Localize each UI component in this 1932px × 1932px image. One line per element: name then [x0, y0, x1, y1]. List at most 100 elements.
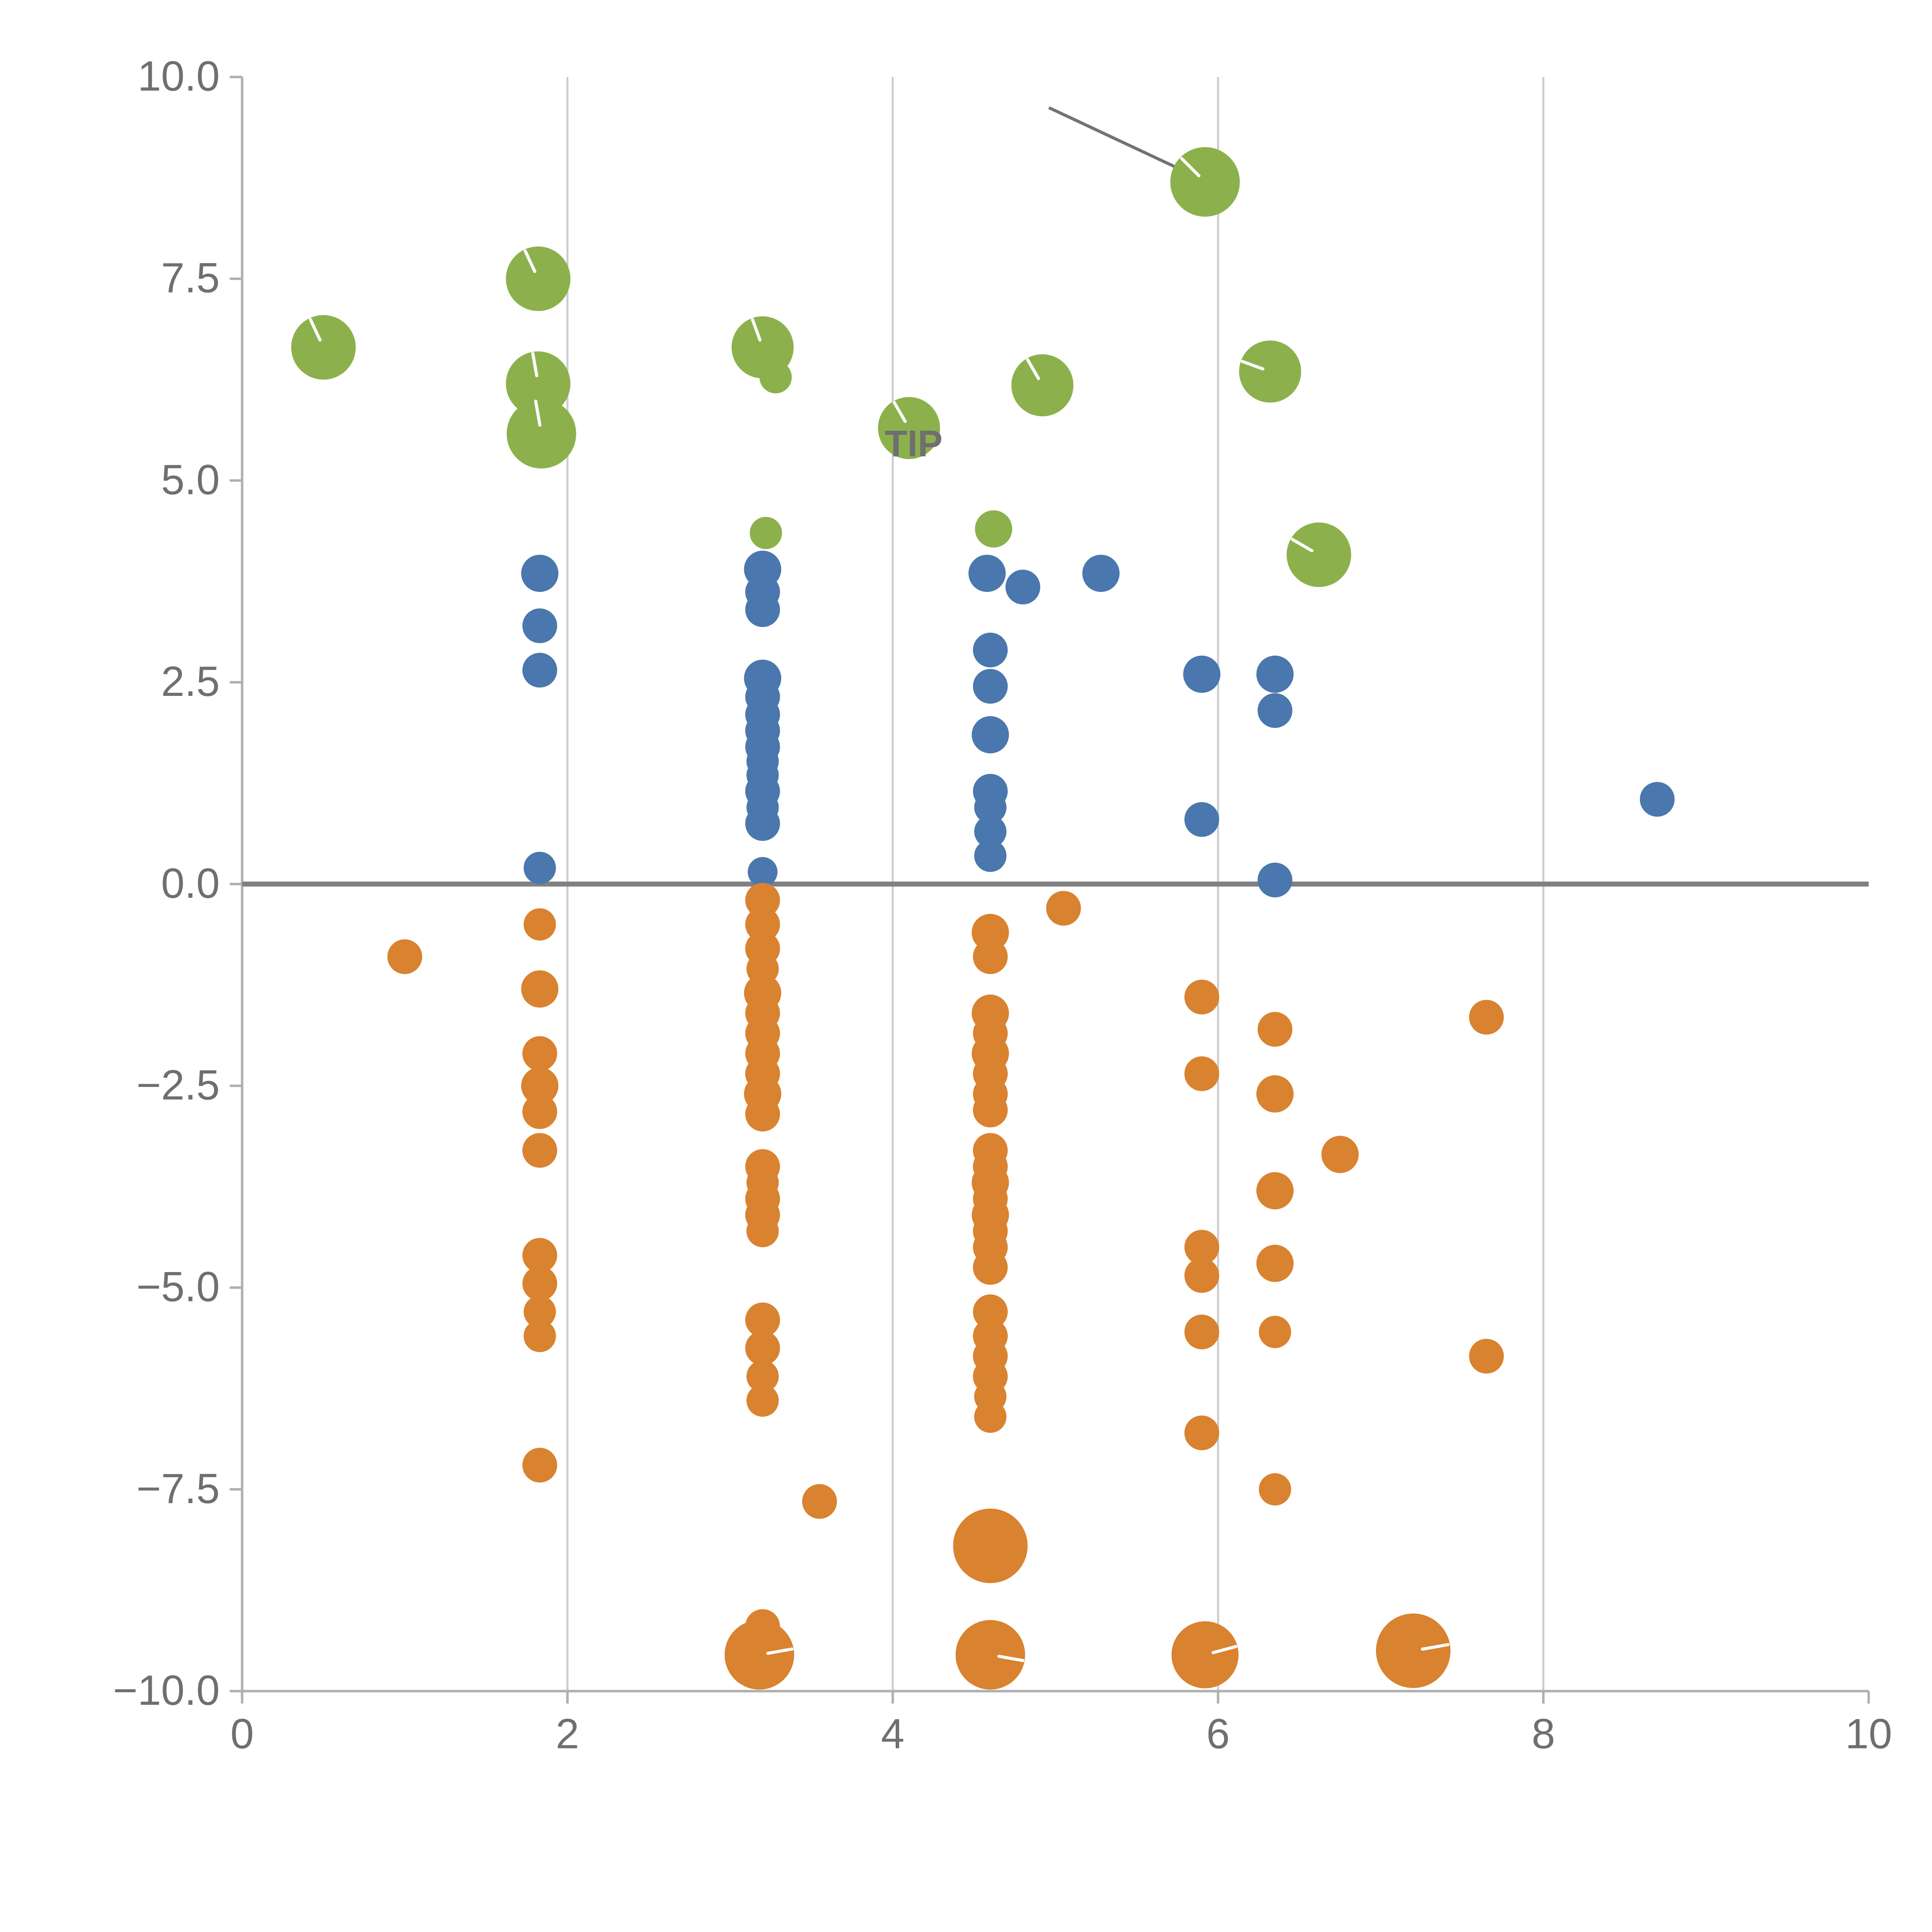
- data-point-orange[interactable]: [1259, 1473, 1291, 1506]
- data-point-blue[interactable]: [524, 852, 556, 884]
- data-point-green[interactable]: [506, 246, 571, 311]
- data-point-orange[interactable]: [524, 1320, 556, 1352]
- data-point-blue[interactable]: [748, 857, 778, 887]
- data-point-orange[interactable]: [1256, 1245, 1294, 1282]
- data-point-orange[interactable]: [953, 1509, 1028, 1583]
- data-point-green[interactable]: [1286, 522, 1351, 587]
- data-point-orange[interactable]: [522, 1447, 557, 1483]
- x-tick-label: 10: [1845, 1710, 1892, 1757]
- data-point-orange[interactable]: [1184, 1258, 1219, 1293]
- data-point-orange[interactable]: [973, 939, 1008, 974]
- data-point-blue[interactable]: [974, 840, 1007, 872]
- data-point-blue[interactable]: [521, 554, 559, 592]
- data-point-blue[interactable]: [1184, 802, 1219, 837]
- annotation-line: [1048, 106, 1198, 179]
- point-slash-mark: [997, 1655, 1025, 1662]
- point-slash-mark: [1241, 360, 1265, 371]
- point-slash-mark: [1291, 538, 1314, 553]
- y-tick-label: −10.0: [113, 1667, 219, 1714]
- data-point-green[interactable]: [507, 399, 577, 469]
- data-point-green[interactable]: [1011, 354, 1074, 417]
- data-point-orange[interactable]: [1469, 1000, 1504, 1035]
- data-point-orange[interactable]: [746, 1215, 779, 1247]
- data-point-blue[interactable]: [1256, 655, 1294, 693]
- data-point-blue[interactable]: [968, 554, 1006, 592]
- data-point-orange[interactable]: [522, 1133, 557, 1168]
- data-point-green[interactable]: [291, 315, 356, 380]
- data-point-green[interactable]: [759, 361, 792, 393]
- data-point-orange[interactable]: [973, 1092, 1008, 1128]
- data-point-orange[interactable]: [1184, 1415, 1219, 1451]
- data-point-orange[interactable]: [1376, 1613, 1451, 1688]
- data-point-orange[interactable]: [1171, 1621, 1239, 1689]
- data-point-blue[interactable]: [973, 633, 1008, 668]
- point-slash-mark: [531, 352, 539, 378]
- point-slash-mark: [751, 318, 762, 342]
- point-slash-mark: [1211, 1645, 1238, 1655]
- data-point-orange[interactable]: [745, 1302, 780, 1337]
- data-point-orange[interactable]: [1184, 1230, 1219, 1265]
- data-point-blue[interactable]: [973, 669, 1008, 704]
- data-point-orange[interactable]: [387, 939, 422, 974]
- data-point-orange[interactable]: [973, 1294, 1008, 1329]
- data-point-orange[interactable]: [746, 1360, 779, 1393]
- data-point-orange[interactable]: [745, 1097, 780, 1132]
- data-point-orange[interactable]: [746, 1384, 779, 1417]
- data-point-green[interactable]: [750, 517, 782, 549]
- data-point-orange[interactable]: [745, 883, 780, 918]
- data-point-green[interactable]: [506, 351, 571, 416]
- data-point-orange[interactable]: [1257, 1012, 1293, 1047]
- data-point-orange[interactable]: [802, 1484, 837, 1519]
- data-point-green[interactable]: [975, 510, 1012, 548]
- data-point-blue[interactable]: [522, 653, 557, 688]
- data-point-orange[interactable]: [1321, 1136, 1359, 1173]
- y-tick-label: 2.5: [161, 658, 220, 705]
- data-point-orange[interactable]: [974, 1400, 1007, 1433]
- y-tick-label: 0.0: [161, 860, 220, 907]
- data-point-blue[interactable]: [1005, 570, 1041, 605]
- data-point-orange[interactable]: [524, 1296, 556, 1328]
- data-point-blue[interactable]: [1257, 862, 1293, 898]
- data-point-blue[interactable]: [1183, 655, 1221, 693]
- data-point-orange[interactable]: [971, 914, 1009, 951]
- data-point-orange[interactable]: [1469, 1338, 1504, 1374]
- data-point-orange[interactable]: [973, 1250, 1008, 1285]
- point-slash-mark: [534, 400, 542, 427]
- data-point-orange[interactable]: [724, 1620, 794, 1690]
- data-point-blue[interactable]: [1082, 554, 1120, 592]
- data-point-blue[interactable]: [974, 815, 1007, 848]
- data-point-orange[interactable]: [1184, 1315, 1219, 1350]
- data-point-orange[interactable]: [521, 970, 559, 1008]
- data-point-blue[interactable]: [1639, 782, 1675, 817]
- y-tick-label: 5.0: [161, 456, 220, 503]
- data-point-orange[interactable]: [1259, 1316, 1291, 1348]
- data-point-orange[interactable]: [1256, 1075, 1294, 1113]
- data-point-orange[interactable]: [745, 1330, 780, 1366]
- data-point-orange[interactable]: [745, 907, 780, 942]
- data-point-blue[interactable]: [745, 806, 780, 841]
- point-slash-mark: [766, 1647, 794, 1655]
- data-point-orange[interactable]: [522, 1094, 557, 1129]
- data-point-blue[interactable]: [974, 791, 1007, 824]
- data-point-orange[interactable]: [524, 908, 556, 941]
- data-point-orange[interactable]: [521, 1067, 559, 1105]
- data-point-orange[interactable]: [522, 1266, 557, 1301]
- y-tick-label: 7.5: [161, 255, 220, 302]
- data-point-blue[interactable]: [1257, 693, 1293, 728]
- y-tick-label: −5.0: [136, 1264, 220, 1311]
- data-point-orange[interactable]: [1046, 891, 1081, 926]
- data-point-orange[interactable]: [522, 1238, 557, 1273]
- data-point-orange[interactable]: [1184, 980, 1219, 1015]
- data-point-blue[interactable]: [971, 716, 1009, 753]
- data-point-orange[interactable]: [1184, 1056, 1219, 1091]
- data-point-orange[interactable]: [522, 1036, 557, 1071]
- point-slash-mark: [1421, 1643, 1450, 1651]
- data-point-green[interactable]: [878, 397, 940, 459]
- data-point-green[interactable]: [1239, 340, 1301, 403]
- data-point-orange[interactable]: [1256, 1172, 1294, 1209]
- data-point-blue[interactable]: [745, 592, 780, 627]
- data-point-orange[interactable]: [956, 1620, 1025, 1690]
- data-point-blue[interactable]: [522, 608, 557, 643]
- y-tick-label: 10.0: [138, 53, 220, 100]
